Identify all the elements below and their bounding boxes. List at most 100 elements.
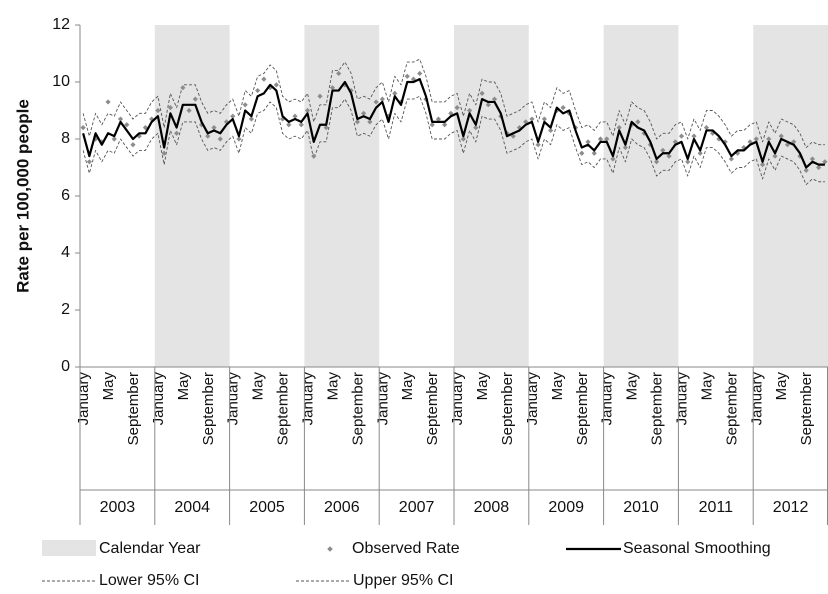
group-label: 2010	[623, 499, 659, 516]
x-tick-label: May	[698, 372, 715, 401]
legend: Calendar Year Observed Rate Seasonal Smoot…	[42, 540, 771, 589]
x-tick-label: January	[673, 372, 690, 426]
observed-point	[703, 125, 710, 131]
observed-point	[548, 127, 554, 134]
observed-point	[217, 136, 223, 142]
observed-point	[473, 125, 479, 131]
ci-line	[82, 58, 825, 148]
observed-point	[435, 116, 442, 122]
observed-point	[635, 119, 641, 125]
observed-point	[174, 130, 180, 136]
observed-point	[255, 87, 261, 94]
x-tick-label: May	[549, 372, 566, 401]
group-label: 2007	[399, 499, 435, 516]
observed-point	[167, 105, 173, 111]
ci-line	[82, 95, 825, 186]
legend-label: Calendar Year	[99, 540, 201, 557]
observed-point	[155, 107, 161, 114]
observed-point	[130, 142, 136, 148]
legend-label: Seasonal Smoothing	[623, 540, 771, 557]
x-tick-label: May	[773, 372, 790, 401]
group-label: 2012	[773, 499, 809, 516]
observed-point	[591, 150, 597, 156]
observed-point	[336, 70, 342, 77]
x-tick-label: January	[524, 372, 541, 426]
x-tick-label: September	[499, 372, 516, 445]
observed-point	[529, 116, 535, 122]
x-tick-label: January	[225, 372, 242, 426]
legend-label: Observed Rate	[352, 540, 460, 557]
observed-point	[117, 116, 124, 122]
x-tick-label: January	[374, 372, 391, 426]
observed-point	[641, 130, 647, 136]
observed-point	[392, 90, 398, 96]
observed-point	[666, 153, 672, 159]
legend-swatch	[327, 546, 333, 552]
observed-point	[741, 144, 747, 151]
x-tick-label: January	[299, 372, 316, 426]
observed-point	[267, 85, 273, 91]
observed-point	[610, 156, 616, 162]
x-tick-label: May	[324, 372, 341, 401]
observed-point	[485, 102, 491, 108]
y-tick-label: 4	[61, 244, 70, 261]
observed-point	[535, 142, 541, 148]
y-tick-label: 2	[61, 301, 70, 318]
observed-point	[286, 122, 292, 128]
group-label: 2009	[548, 499, 584, 516]
observed-point	[460, 136, 466, 142]
observed-point	[579, 150, 585, 156]
observed-point	[367, 119, 373, 125]
y-tick-label: 12	[52, 16, 70, 33]
group-label: 2003	[100, 499, 136, 516]
observed-point	[192, 96, 198, 102]
observed-point	[660, 147, 666, 153]
observed-point	[604, 136, 610, 142]
x-tick-label: January	[599, 372, 616, 426]
y-tick-label: 10	[52, 73, 70, 90]
observed-point	[317, 93, 323, 99]
x-tick-label: September	[649, 372, 666, 445]
observed-point	[417, 70, 423, 77]
legend-label: Lower 95% CI	[99, 572, 200, 589]
observed-point	[448, 110, 454, 116]
observed-point	[404, 73, 410, 79]
observed-point	[585, 139, 591, 145]
observed-point	[311, 153, 317, 159]
x-tick-label: September	[200, 372, 217, 445]
group-label: 2011	[699, 499, 734, 516]
observed-point	[361, 110, 367, 116]
observed-point	[442, 122, 448, 128]
legend-label: Upper 95% CI	[353, 572, 454, 589]
x-tick-label: September	[125, 372, 142, 445]
y-tick-label: 8	[61, 130, 70, 147]
observed-point	[816, 164, 822, 171]
observed-point	[80, 125, 86, 131]
x-tick-label: May	[250, 372, 267, 401]
observed-point	[161, 150, 167, 156]
observed-point	[803, 167, 809, 173]
observed-point	[261, 76, 267, 82]
observed-point	[205, 133, 211, 139]
year-band	[454, 25, 529, 367]
observed-point	[672, 139, 678, 145]
observed-point	[747, 139, 753, 145]
observed-point	[86, 159, 92, 165]
observed-point	[759, 162, 766, 168]
observed-point	[211, 125, 217, 131]
legend-swatch	[42, 540, 96, 556]
year-band	[154, 25, 230, 367]
x-tick-label: May	[624, 372, 641, 401]
observed-point	[292, 113, 298, 119]
x-tick-label: January	[449, 372, 466, 426]
observed-point	[753, 136, 759, 142]
year-band	[304, 25, 380, 367]
x-tick-label: January	[75, 372, 92, 426]
observed-point	[809, 156, 816, 162]
observed-point	[728, 156, 734, 162]
observed-point	[678, 133, 685, 139]
observed-point	[616, 125, 622, 131]
observed-point	[766, 136, 772, 142]
y-tick-label: 0	[61, 358, 70, 375]
